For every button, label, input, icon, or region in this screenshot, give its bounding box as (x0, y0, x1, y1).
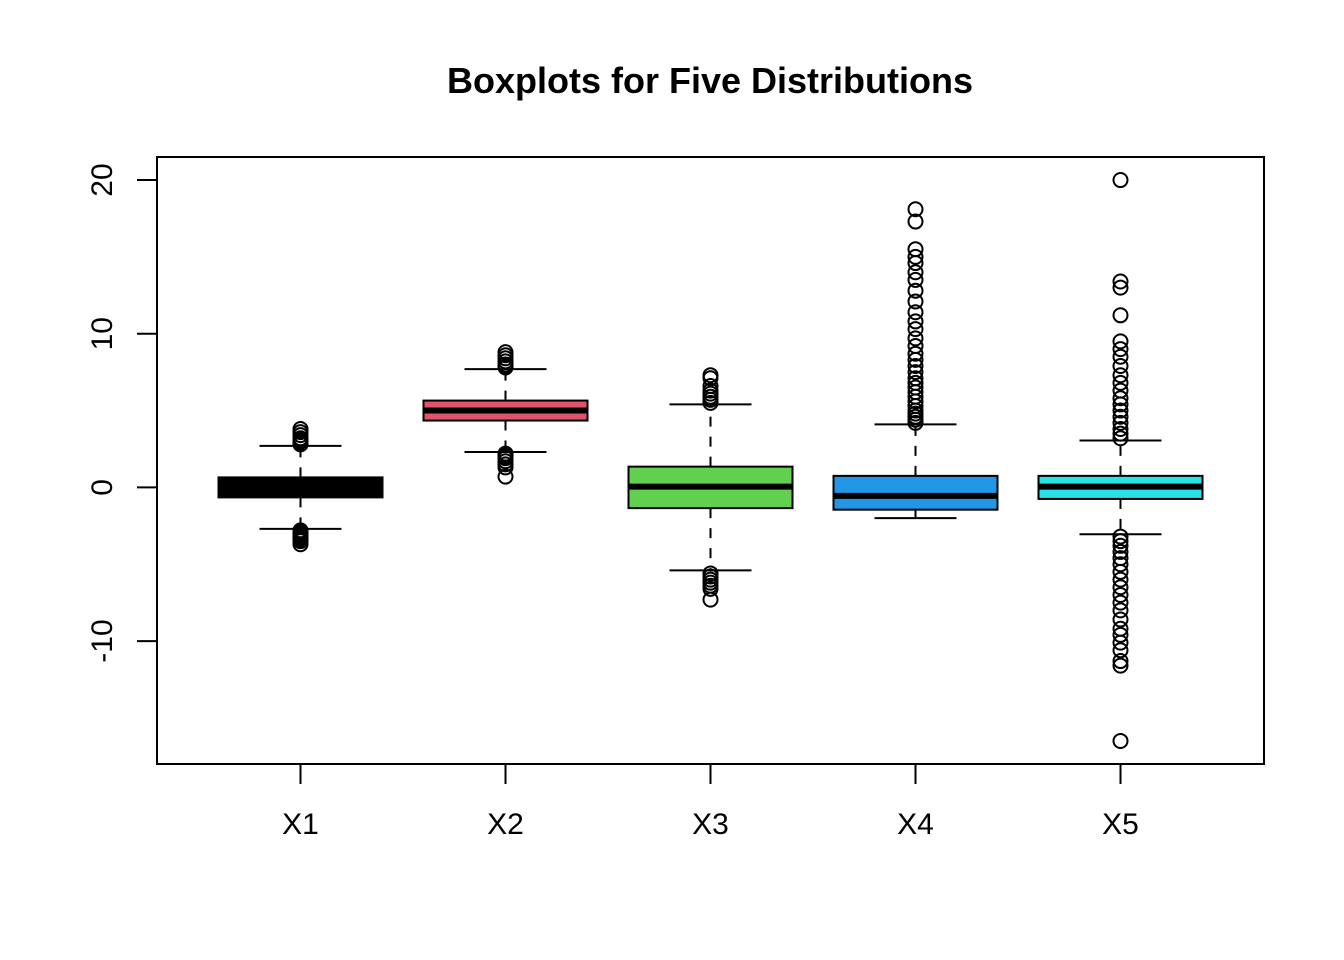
outlier-point (907, 357, 924, 374)
x-tick-label: X5 (1102, 808, 1139, 841)
outlier-point (1112, 626, 1129, 643)
outlier-point (907, 304, 924, 321)
boxplot-x3 (627, 367, 794, 608)
outlier-point (1112, 642, 1129, 659)
boxplot-x1 (217, 420, 384, 553)
outlier-point (702, 382, 719, 399)
outlier-point (907, 271, 924, 288)
outlier-point (907, 321, 924, 338)
chart-title: Boxplots for Five Distributions (447, 60, 973, 101)
outlier-point (1112, 333, 1129, 350)
outlier-point (907, 338, 924, 355)
outlier-point (1112, 620, 1129, 637)
outlier-point (1112, 307, 1129, 324)
outlier-point (907, 293, 924, 310)
boxplot-x5 (1037, 172, 1204, 749)
outlier-point (1112, 528, 1129, 545)
outlier-point (1112, 602, 1129, 619)
y-tick-label: 10 (86, 317, 119, 350)
outlier-point (1112, 425, 1129, 442)
outlier-point (1112, 611, 1129, 628)
outlier-point (907, 241, 924, 258)
x-tick-label: X2 (487, 808, 524, 841)
x-tick-label: X1 (282, 808, 319, 841)
outlier-point (1112, 579, 1129, 596)
outlier-point (907, 248, 924, 265)
outlier-point (1112, 556, 1129, 573)
outlier-point (1112, 374, 1129, 391)
y-tick-label: 20 (86, 163, 119, 196)
outlier-point (1112, 273, 1129, 290)
outlier-point (1112, 172, 1129, 189)
y-tick-label: 0 (86, 479, 119, 496)
outlier-point (497, 445, 514, 462)
outlier-point (1112, 550, 1129, 567)
boxplot-x4 (832, 201, 999, 520)
outlier-point (702, 565, 719, 582)
y-axis: -10 0 10 20 (86, 163, 158, 663)
outlier-point (907, 313, 924, 330)
outlier-point (292, 420, 309, 437)
outlier-point (907, 330, 924, 347)
outlier-point (907, 264, 924, 281)
outlier-point (1112, 341, 1129, 358)
x-axis: X1 X2 X3 X4 X5 (282, 764, 1139, 841)
outlier-point (1112, 732, 1129, 749)
outlier-point (1112, 653, 1129, 670)
boxplot-x2 (422, 344, 589, 485)
outlier-point (497, 468, 514, 485)
outlier-point (1112, 402, 1129, 419)
box-iqr (832, 474, 999, 511)
outlier-point (1112, 571, 1129, 588)
boxplot-series-group (217, 172, 1204, 749)
outlier-point (907, 213, 924, 230)
outlier-point (497, 344, 514, 361)
outlier-point (1112, 657, 1129, 674)
outlier-point (907, 345, 924, 362)
outlier-point (1112, 348, 1129, 365)
outlier-point (907, 379, 924, 396)
outlier-point (1112, 357, 1129, 374)
outlier-point (702, 367, 719, 384)
outlier-point (907, 374, 924, 391)
outlier-point (1112, 279, 1129, 296)
outlier-point (1112, 594, 1129, 611)
outlier-point (1112, 586, 1129, 603)
outlier-point (1112, 367, 1129, 384)
y-tick-label: -10 (86, 619, 119, 662)
outlier-point (702, 377, 719, 394)
outlier-point (1112, 420, 1129, 437)
outlier-point (1112, 382, 1129, 399)
outlier-point (1112, 543, 1129, 560)
outlier-point (1112, 533, 1129, 550)
outlier-point (907, 282, 924, 299)
x-tick-label: X4 (897, 808, 934, 841)
outlier-point (907, 364, 924, 381)
outlier-point (1112, 390, 1129, 407)
outlier-point (1112, 414, 1129, 431)
outlier-point (292, 522, 309, 539)
outlier-point (907, 370, 924, 387)
outlier-point (1112, 537, 1129, 554)
outlier-point (1112, 430, 1129, 447)
outlier-point (907, 201, 924, 218)
x-tick-label: X3 (692, 808, 729, 841)
outlier-point (1112, 408, 1129, 425)
